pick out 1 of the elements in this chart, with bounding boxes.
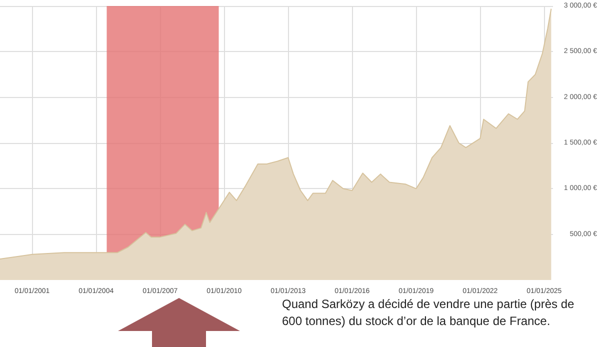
text: Quand Sarközy a décidé de vendre une partie (près de 600 tonnes) du stock d’or de la banque de France. <box>282 296 576 330</box>
